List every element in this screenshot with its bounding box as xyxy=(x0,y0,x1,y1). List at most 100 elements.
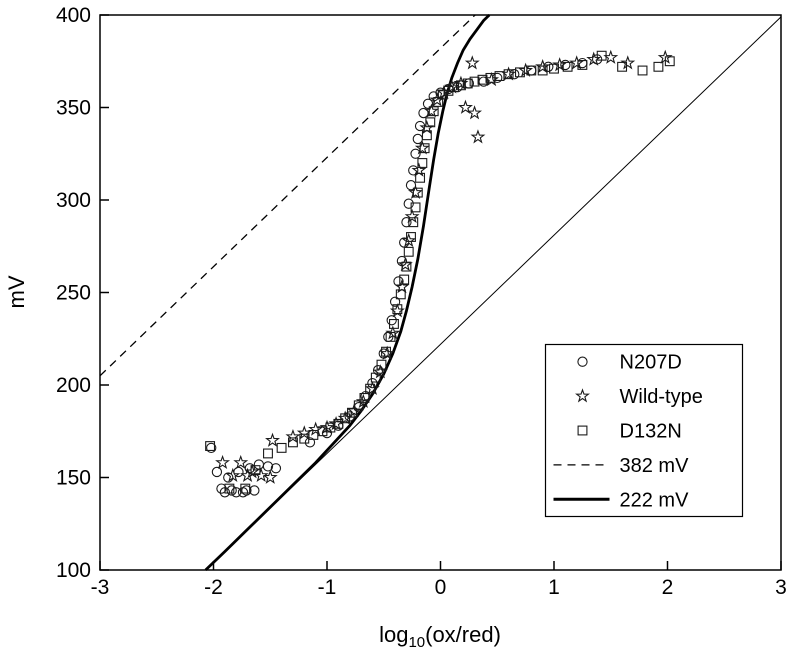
plot-area: -3 -2 -1 0 1 2 3 100 150 200 250 300 350 400 N207D Wild… xyxy=(56,4,787,599)
data-point-star xyxy=(552,57,568,72)
data-point-circle xyxy=(216,483,227,494)
data-point-star xyxy=(215,454,231,470)
data-point-square xyxy=(353,400,364,411)
y-tick-label: 400 xyxy=(56,4,91,27)
data-point-square xyxy=(340,413,351,424)
data-point-square xyxy=(381,346,391,357)
data-point-circle xyxy=(410,148,421,159)
data-point-square xyxy=(410,202,421,213)
data-point-circle xyxy=(526,65,537,76)
x-axis-title-base: log xyxy=(379,622,408,647)
legend: N207D Wild-type D132N 382 mV 222 mV xyxy=(544,343,744,518)
data-point-circle xyxy=(418,107,429,119)
x-axis-title-sub: 10 xyxy=(408,634,425,651)
x-tick-label: 1 xyxy=(548,576,560,599)
data-point-square xyxy=(437,89,448,100)
data-point-square xyxy=(419,143,430,154)
data-point-circle xyxy=(543,61,554,72)
data-point-circle xyxy=(211,466,223,478)
data-point-circle xyxy=(206,442,217,454)
legend-entry-d132n: D132N xyxy=(577,421,682,443)
data-point-circle xyxy=(367,377,378,389)
data-point-circle xyxy=(401,217,412,228)
data-point-star xyxy=(414,140,430,155)
data-point-circle xyxy=(270,463,282,474)
line-59mv-slope-reference xyxy=(205,16,782,571)
data-point-star xyxy=(429,92,445,107)
data-point-circle xyxy=(577,57,588,69)
legend-label: 222 mV xyxy=(620,489,690,511)
data-point-square xyxy=(395,289,406,300)
data-point-circle xyxy=(223,472,234,483)
data-point-square xyxy=(537,65,548,76)
data-point-square xyxy=(408,217,419,228)
data-point-circle xyxy=(403,198,414,209)
data-point-circle xyxy=(386,315,397,326)
data-point-circle xyxy=(389,296,401,307)
data-point-circle xyxy=(262,461,274,472)
data-point-square xyxy=(359,392,370,403)
data-point-circle xyxy=(304,437,316,448)
data-point-star xyxy=(385,325,401,340)
data-point-square xyxy=(376,359,387,370)
data-point-star xyxy=(569,55,585,70)
data-point-square xyxy=(385,331,396,342)
data-point-star xyxy=(464,55,480,70)
data-point-square xyxy=(333,418,344,429)
series-d132n xyxy=(205,50,675,494)
data-point-star xyxy=(423,103,439,118)
data-point-star xyxy=(467,105,483,120)
data-point-star xyxy=(285,428,301,444)
x-axis-title: log10(ox/red) xyxy=(379,622,501,651)
series-n207d xyxy=(206,54,603,498)
data-point-square xyxy=(412,187,423,198)
data-point-circle xyxy=(509,69,520,80)
data-point-star xyxy=(586,51,602,66)
x-tick-label: -3 xyxy=(91,576,110,599)
data-point-square xyxy=(596,50,607,61)
data-point-square xyxy=(399,274,410,285)
data-point-square xyxy=(325,422,336,433)
legend-label: D132N xyxy=(620,421,682,443)
data-point-square xyxy=(577,59,588,70)
data-point-square xyxy=(417,158,428,168)
data-point-square xyxy=(415,172,426,183)
legend-label: N207D xyxy=(620,352,682,374)
y-tick-label: 200 xyxy=(56,374,91,397)
data-point-circle xyxy=(241,485,252,496)
data-point-square xyxy=(263,448,273,459)
data-point-star xyxy=(233,454,249,470)
data-point-star xyxy=(518,62,534,77)
data-point-star xyxy=(401,232,417,248)
data-point-square xyxy=(205,441,216,451)
data-point-square xyxy=(347,407,357,418)
legend-star-sample xyxy=(575,388,590,403)
data-point-star xyxy=(397,256,413,272)
data-point-square xyxy=(401,261,412,272)
data-point-circle xyxy=(560,59,571,71)
data-point-square xyxy=(389,318,399,329)
line-222-mv xyxy=(204,13,491,572)
x-tick-label: 3 xyxy=(775,576,787,599)
data-point-circle xyxy=(253,459,265,470)
data-point-circle xyxy=(408,165,419,176)
data-point-square xyxy=(653,61,664,72)
y-tick-label: 300 xyxy=(56,189,91,212)
data-point-star xyxy=(364,380,380,396)
x-tick-label: 0 xyxy=(435,576,447,599)
data-point-square xyxy=(392,304,403,315)
data-point-square xyxy=(421,130,432,141)
data-point-star xyxy=(265,432,280,447)
data-point-star xyxy=(253,467,269,483)
data-point-star xyxy=(457,99,473,114)
data-point-square xyxy=(287,437,298,448)
x-tick-label: -2 xyxy=(204,576,223,599)
data-point-star xyxy=(262,469,278,484)
data-point-star xyxy=(404,208,420,224)
data-point-star xyxy=(470,129,486,144)
data-point-square xyxy=(406,232,416,242)
legend-square-sample xyxy=(577,425,588,436)
data-point-square xyxy=(449,82,460,93)
data-point-circle xyxy=(393,276,404,287)
